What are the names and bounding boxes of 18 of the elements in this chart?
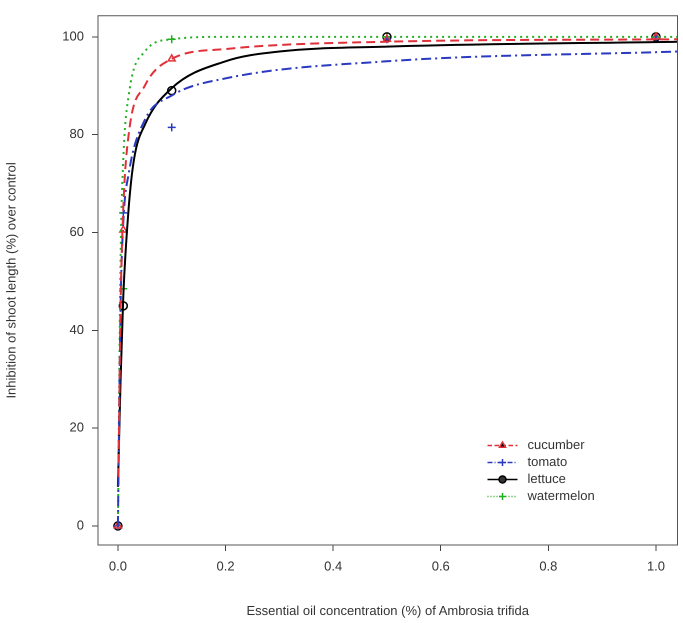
x-tick-label: 0.4 bbox=[324, 558, 342, 574]
x-tick-label: 1.0 bbox=[646, 558, 666, 574]
y-tick-label: 60 bbox=[70, 224, 84, 240]
y-axis-title: Inhibition of shoot length (%) over control bbox=[3, 162, 18, 399]
x-tick-label: 0.2 bbox=[216, 558, 235, 574]
legend-label: tomato bbox=[528, 454, 568, 470]
legend-label: cucumber bbox=[528, 437, 586, 452]
x-tick-label: 0.0 bbox=[108, 558, 127, 574]
x-axis-title: Essential oil concentration (%) of Ambrosia trifida bbox=[246, 602, 530, 618]
x-tick-label: 0.8 bbox=[539, 558, 558, 574]
y-tick-label: 0 bbox=[76, 518, 84, 533]
legend-label: lettuce bbox=[528, 471, 566, 486]
legend-label: watermelon bbox=[526, 488, 595, 504]
y-tick-label: 100 bbox=[62, 28, 84, 44]
y-tick-label: 20 bbox=[70, 420, 84, 435]
y-tick-label: 80 bbox=[70, 126, 84, 142]
x-tick-label: 0.6 bbox=[432, 558, 450, 574]
y-tick-label: 40 bbox=[70, 322, 84, 337]
